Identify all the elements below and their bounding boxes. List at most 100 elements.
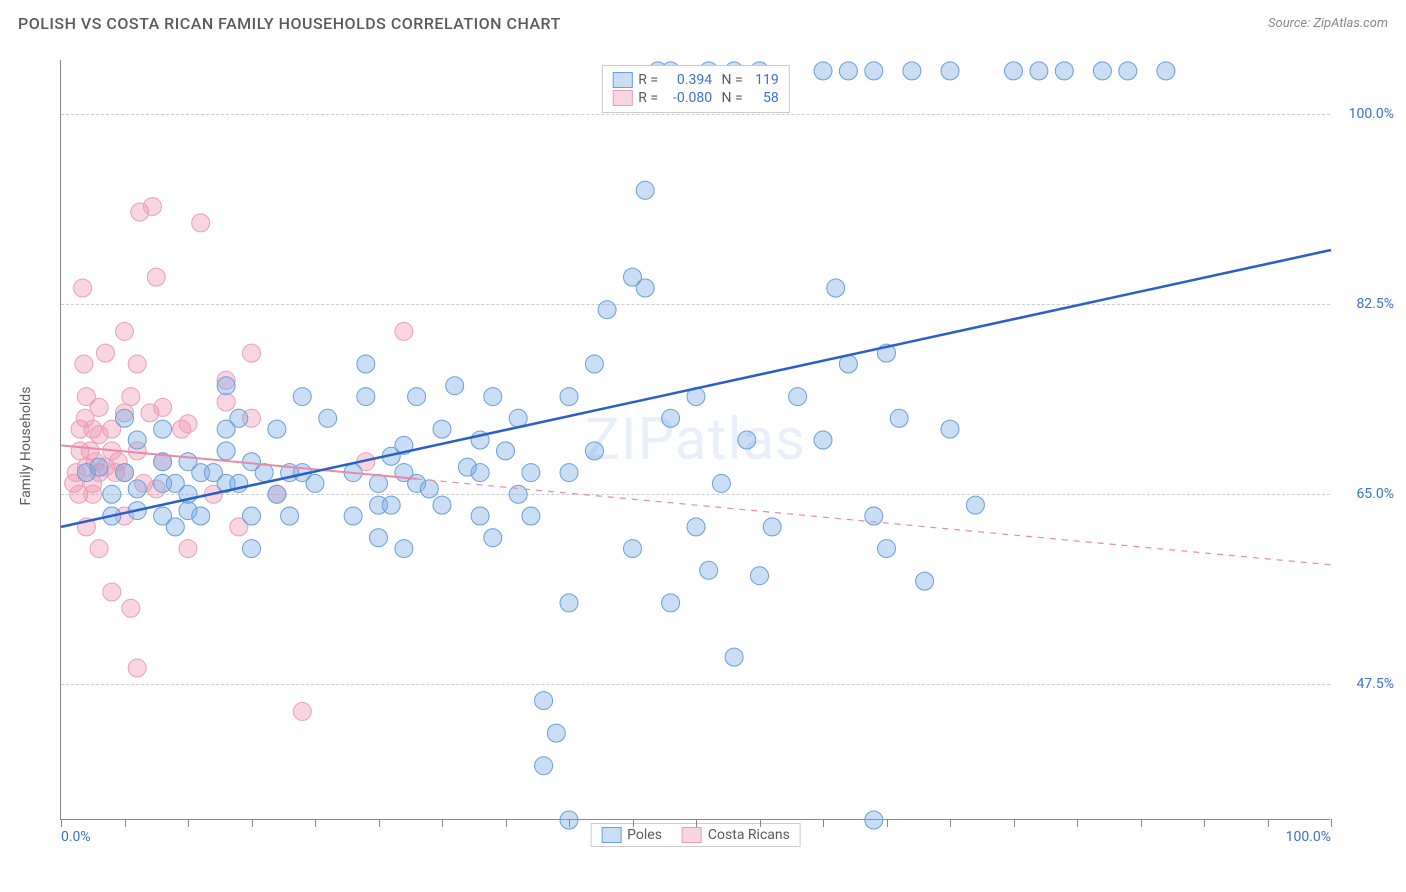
chart-source: Source: ZipAtlas.com xyxy=(1268,16,1388,31)
poles-point xyxy=(497,442,515,460)
y-tick-label: 82.5% xyxy=(1336,296,1394,312)
poles-point xyxy=(166,518,184,536)
costa-ricans-point xyxy=(217,393,235,411)
costa-ricans-point xyxy=(147,268,165,286)
r-value-poles: 0.394 xyxy=(664,72,712,88)
poles-point xyxy=(319,409,337,427)
trend-line xyxy=(61,250,1331,527)
poles-point xyxy=(116,409,134,427)
poles-point xyxy=(344,507,362,525)
poles-point xyxy=(408,388,426,406)
poles-point xyxy=(522,507,540,525)
poles-point xyxy=(116,464,134,482)
costa-ricans-point xyxy=(192,214,210,232)
poles-point xyxy=(192,507,210,525)
poles-point xyxy=(306,474,324,492)
poles-point xyxy=(293,388,311,406)
poles-point xyxy=(535,692,553,710)
poles-point xyxy=(789,388,807,406)
poles-point xyxy=(560,388,578,406)
x-tick-label: 0.0% xyxy=(61,829,91,845)
costa-ricans-point xyxy=(128,355,146,373)
poles-point xyxy=(179,453,197,471)
poles-point xyxy=(1055,62,1073,80)
costa-ricans-point xyxy=(103,583,121,601)
poles-point xyxy=(941,62,959,80)
poles-point xyxy=(370,474,388,492)
poles-point xyxy=(128,431,146,449)
trend-line-dashed xyxy=(417,479,1331,565)
legend-item-costaricans: Costa Ricans xyxy=(682,827,790,843)
r-value-costaricans: -0.080 xyxy=(664,90,712,106)
legend-row-poles: R = 0.394 N = 119 xyxy=(612,72,778,88)
poles-point xyxy=(204,464,222,482)
poles-point xyxy=(154,420,172,438)
poles-point xyxy=(446,377,464,395)
source-label: Source: xyxy=(1268,16,1310,31)
poles-point xyxy=(890,409,908,427)
legend-label-costaricans: Costa Ricans xyxy=(708,827,790,843)
costa-ricans-point xyxy=(154,398,172,416)
poles-point xyxy=(217,420,235,438)
costa-ricans-point xyxy=(116,322,134,340)
poles-point xyxy=(624,540,642,558)
poles-point xyxy=(357,388,375,406)
poles-point xyxy=(916,572,934,590)
n-value-poles: 119 xyxy=(749,72,779,88)
legend-swatch-poles-bottom xyxy=(601,827,621,843)
n-value-costaricans: 58 xyxy=(749,90,779,106)
poles-point xyxy=(268,485,286,503)
poles-point xyxy=(281,507,299,525)
poles-point xyxy=(1005,62,1023,80)
poles-point xyxy=(814,431,832,449)
poles-point xyxy=(370,529,388,547)
poles-point xyxy=(839,62,857,80)
poles-point xyxy=(751,567,769,585)
poles-point xyxy=(636,181,654,199)
costa-ricans-point xyxy=(179,415,197,433)
correlation-legend: R = 0.394 N = 119 R = -0.080 N = 58 xyxy=(601,65,789,113)
y-tick-label: 100.0% xyxy=(1336,106,1394,122)
poles-point xyxy=(484,529,502,547)
poles-point xyxy=(1119,62,1137,80)
poles-point xyxy=(535,757,553,775)
poles-point xyxy=(522,464,540,482)
poles-point xyxy=(941,420,959,438)
poles-point xyxy=(827,279,845,297)
poles-point xyxy=(725,648,743,666)
poles-point xyxy=(662,594,680,612)
poles-point xyxy=(128,480,146,498)
legend-swatch-costaricans xyxy=(612,90,632,106)
poles-point xyxy=(585,355,603,373)
poles-point xyxy=(547,724,565,742)
poles-point xyxy=(433,496,451,514)
poles-point xyxy=(484,388,502,406)
poles-point xyxy=(243,507,261,525)
costa-ricans-point xyxy=(84,485,102,503)
poles-point xyxy=(420,480,438,498)
chart-header: POLISH VS COSTA RICAN FAMILY HOUSEHOLDS … xyxy=(0,0,1406,41)
poles-point xyxy=(90,458,108,476)
y-tick-label: 65.0% xyxy=(1336,486,1394,502)
poles-point xyxy=(357,355,375,373)
source-name: ZipAtlas.com xyxy=(1313,16,1388,31)
poles-point xyxy=(865,811,883,829)
scatter-svg xyxy=(61,60,1330,819)
poles-point xyxy=(382,496,400,514)
y-axis-label: Family Households xyxy=(18,387,34,506)
costa-ricans-point xyxy=(74,279,92,297)
poles-point xyxy=(103,485,121,503)
costa-ricans-point xyxy=(90,540,108,558)
poles-point xyxy=(585,442,603,460)
poles-point xyxy=(865,62,883,80)
poles-point xyxy=(433,420,451,438)
costa-ricans-point xyxy=(96,344,114,362)
chart-title: POLISH VS COSTA RICAN FAMILY HOUSEHOLDS … xyxy=(18,14,561,33)
poles-point xyxy=(471,464,489,482)
costa-ricans-point xyxy=(128,659,146,677)
legend-swatch-poles xyxy=(612,72,632,88)
poles-point xyxy=(395,540,413,558)
poles-point xyxy=(255,464,273,482)
poles-point xyxy=(738,431,756,449)
poles-point xyxy=(763,518,781,536)
